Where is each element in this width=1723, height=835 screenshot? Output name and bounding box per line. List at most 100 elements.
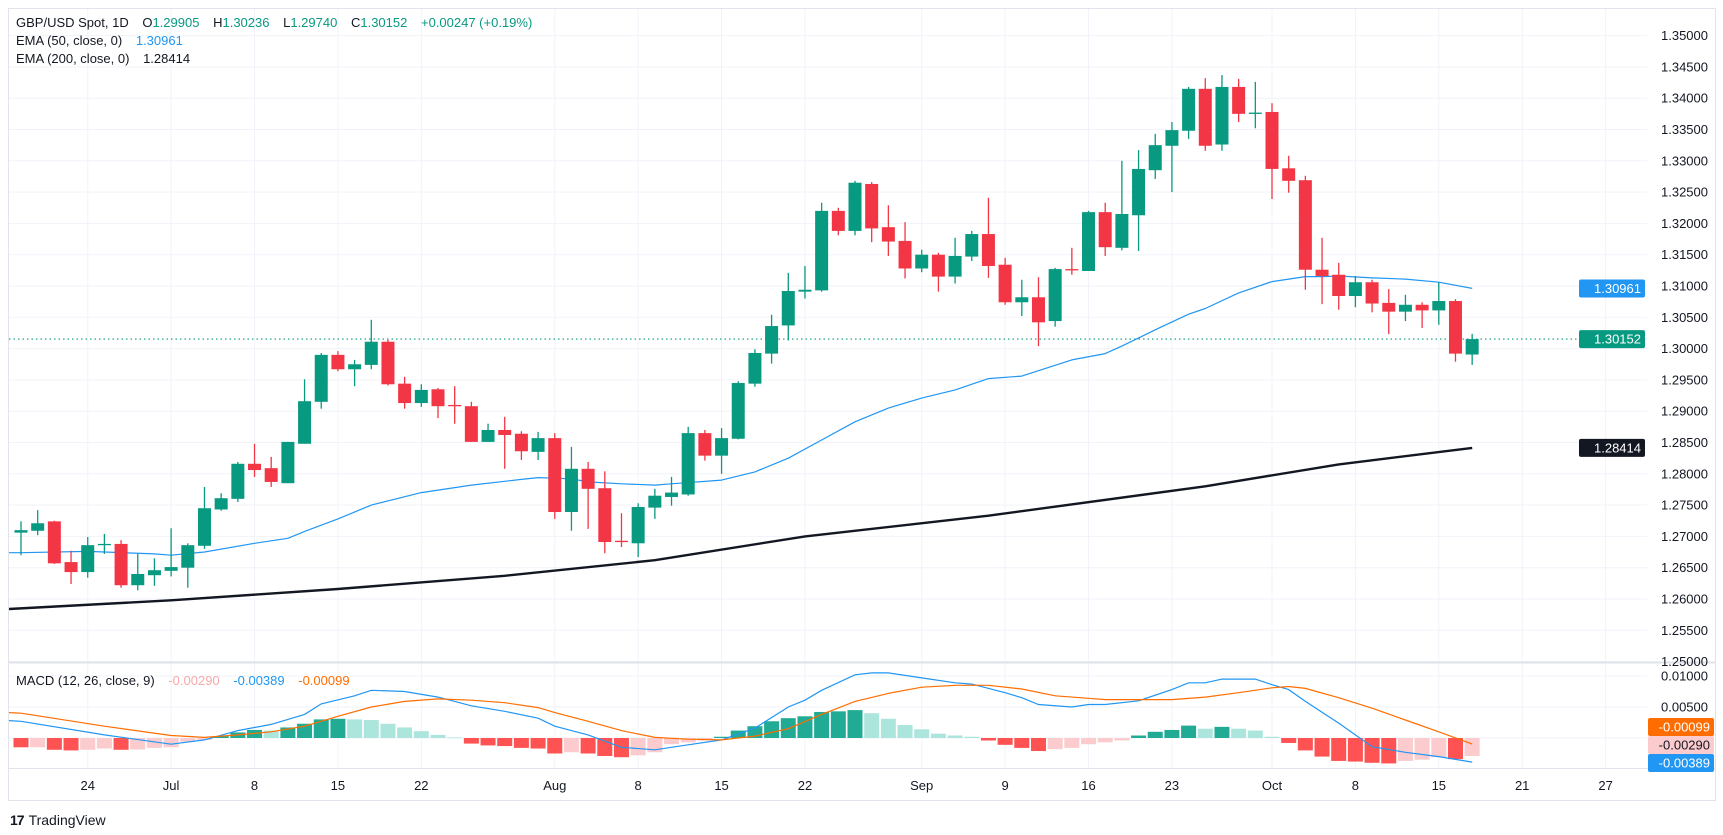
candle-bullish[interactable] (798, 265, 812, 299)
candle-bullish[interactable] (965, 230, 979, 261)
time-axis[interactable]: 24 Jul 8 15 22 Aug 8 15 22 Sep 9 16 23 Oct 8 15 21 27 (80, 778, 1612, 793)
macd-histogram-bar[interactable] (747, 726, 763, 738)
candle-bullish[interactable] (1398, 294, 1412, 322)
macd-histogram-bar[interactable] (1297, 738, 1313, 751)
macd-histogram-bar[interactable] (280, 727, 296, 738)
candle-bullish[interactable] (1182, 86, 1196, 139)
candle-bearish[interactable] (1365, 279, 1379, 313)
macd-histogram-bar[interactable] (80, 738, 96, 750)
macd-pane[interactable] (9, 672, 1480, 764)
macd-histogram-bar[interactable] (1030, 738, 1046, 752)
candle-bearish[interactable] (381, 339, 395, 386)
macd-histogram-bar[interactable] (1347, 738, 1363, 762)
candle-bullish[interactable] (715, 428, 729, 474)
macd-histogram-bar[interactable] (1431, 738, 1447, 758)
candle-bearish[interactable] (865, 182, 879, 243)
candle-bullish[interactable] (481, 423, 495, 442)
candle-bullish[interactable] (564, 446, 578, 531)
candle-bearish[interactable] (1315, 237, 1329, 305)
candle-bearish[interactable] (1298, 175, 1312, 290)
macd-histogram-bar[interactable] (397, 727, 413, 738)
candle-bullish[interactable] (414, 384, 428, 407)
candle-bearish[interactable] (931, 252, 945, 292)
candle-bullish[interactable] (298, 379, 312, 444)
macd-legend[interactable]: MACD (12, 26, close, 9) -0.00290 -0.0038… (16, 672, 352, 689)
candle-bullish[interactable] (731, 381, 745, 440)
macd-histogram-bar[interactable] (497, 738, 513, 747)
macd-histogram-bar[interactable] (163, 738, 179, 748)
price-badges[interactable]: 1.30961 1.30152 1.28414 (1579, 279, 1645, 457)
candle-bullish[interactable] (348, 359, 362, 387)
macd-histogram-bar[interactable] (814, 711, 830, 738)
candle-bullish[interactable] (181, 543, 195, 588)
price-axis[interactable]: 1.35000 1.34500 1.34000 1.33500 1.33000 1.325… (1661, 28, 1708, 669)
macd-histogram-bar[interactable] (330, 718, 346, 738)
macd-histogram-bar[interactable] (1097, 738, 1113, 743)
macd-histogram-bar[interactable] (46, 738, 62, 750)
ema200-line[interactable] (9, 446, 1473, 611)
macd-histogram-bar[interactable] (1147, 731, 1163, 738)
macd-histogram-bar[interactable] (764, 721, 780, 738)
candle-bullish[interactable] (14, 521, 28, 556)
macd-histogram-badge[interactable]: -0.00290 (1648, 736, 1714, 754)
macd-histogram-bar[interactable] (664, 738, 680, 745)
macd-histogram-bar[interactable] (263, 730, 279, 738)
macd-histogram-bar[interactable] (380, 723, 396, 738)
macd-histogram-bar[interactable] (1247, 730, 1263, 738)
candle-bearish[interactable] (498, 416, 512, 469)
macd-histogram-bar[interactable] (830, 711, 846, 738)
candle-bearish[interactable] (248, 443, 262, 477)
candle-bullish[interactable] (147, 558, 161, 586)
last-price-badge[interactable]: 1.30152 (1579, 330, 1645, 349)
macd-histogram-bar[interactable] (313, 719, 329, 738)
candle-bullish[interactable] (214, 493, 228, 511)
candle-bullish[interactable] (665, 476, 679, 506)
macd-histogram-bar[interactable] (1014, 738, 1030, 748)
macd-histogram-bar[interactable] (1064, 738, 1080, 748)
macd-histogram-bar[interactable] (563, 738, 579, 753)
macd-histogram-bar[interactable] (463, 738, 479, 744)
candle-bullish[interactable] (648, 488, 662, 519)
ema200-price-badge[interactable]: 1.28414 (1579, 438, 1645, 457)
candle-bearish[interactable] (1382, 289, 1396, 335)
price-pane[interactable] (9, 75, 1647, 611)
macd-histogram-bar[interactable] (1047, 738, 1063, 750)
macd-histogram-bar[interactable] (513, 738, 529, 748)
candle-bullish[interactable] (1215, 75, 1229, 151)
macd-histogram-bar[interactable] (146, 738, 162, 748)
candle-bullish[interactable] (1465, 333, 1479, 365)
macd-histogram-bar[interactable] (447, 737, 463, 739)
candle-bearish[interactable] (331, 351, 345, 372)
candle-bearish[interactable] (1198, 78, 1212, 151)
macd-histogram-bar[interactable] (213, 736, 229, 738)
candle-bearish[interactable] (1098, 202, 1112, 256)
macd-histogram-bar[interactable] (30, 738, 46, 748)
macd-histogram-bar[interactable] (1331, 738, 1347, 761)
macd-histogram-bar[interactable] (1164, 729, 1180, 738)
macd-axis[interactable]: 0.01000 0.00500 -0.00099 -0.00290 -0.00389 (1648, 669, 1714, 773)
macd-histogram-bar[interactable] (964, 736, 980, 738)
macd-histogram-bar[interactable] (1281, 738, 1297, 743)
ema200-legend[interactable]: EMA (200, close, 0) 1.28414 (16, 50, 192, 67)
candle-bearish[interactable] (881, 205, 895, 256)
candle-bearish[interactable] (114, 540, 128, 588)
candle-bearish[interactable] (998, 257, 1012, 305)
macd-histogram-bar[interactable] (413, 731, 429, 738)
candle-bearish[interactable] (1265, 103, 1279, 199)
candle-bearish[interactable] (64, 550, 78, 584)
macd-histogram-bar[interactable] (130, 738, 146, 750)
macd-line-badge[interactable]: -0.00389 (1648, 754, 1714, 772)
candle-bearish[interactable] (898, 222, 912, 279)
candle-bearish[interactable] (1448, 299, 1462, 362)
macd-histogram-bar[interactable] (1414, 738, 1430, 760)
candle-bearish[interactable] (614, 513, 628, 548)
candle-bullish[interactable] (1248, 81, 1262, 129)
candle-bullish[interactable] (364, 319, 378, 370)
macd-histogram-bar[interactable] (1381, 738, 1397, 764)
candle-bullish[interactable] (97, 533, 111, 554)
macd-histogram-bar[interactable] (797, 716, 813, 738)
candle-bearish[interactable] (1415, 302, 1429, 328)
macd-histogram-bar[interactable] (714, 736, 730, 738)
macd-histogram-bar[interactable] (63, 738, 79, 751)
candle-bearish[interactable] (598, 471, 612, 554)
